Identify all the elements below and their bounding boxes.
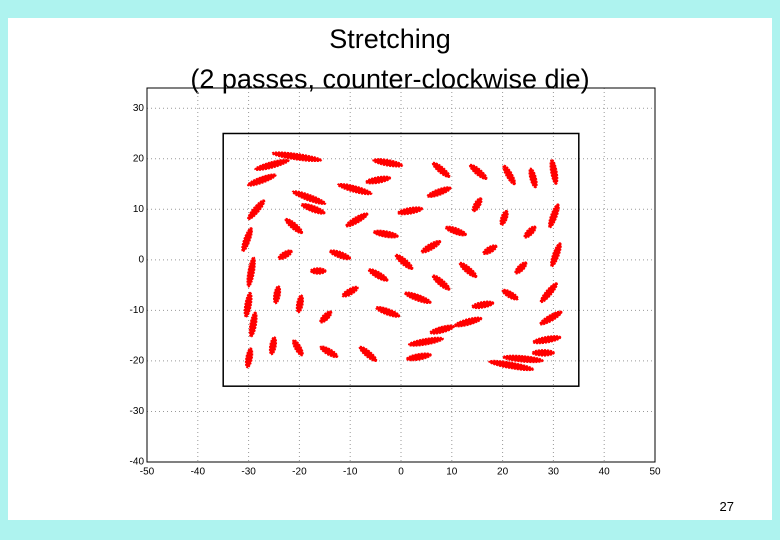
strain-ellipse — [501, 288, 519, 301]
strain-ellipse — [372, 158, 404, 168]
x-tick-label: 10 — [446, 467, 458, 478]
title-band — [150, 20, 650, 98]
strain-ellipse — [284, 217, 304, 235]
strain-ellipse — [341, 285, 359, 298]
strain-ellipse — [246, 256, 256, 288]
y-tick-label: -20 — [130, 356, 145, 367]
strain-ellipse — [539, 282, 558, 304]
title-line: (2 passes, counter-clockwise die) — [190, 64, 589, 94]
strain-ellipse — [365, 175, 392, 185]
strain-ellipse — [550, 242, 562, 268]
strain-ellipse — [328, 249, 352, 261]
strain-ellipse — [319, 345, 339, 359]
y-tick-label: 0 — [138, 254, 144, 265]
y-tick-label: -40 — [130, 457, 145, 468]
strain-ellipse — [488, 359, 535, 372]
x-tick-label: -10 — [343, 467, 358, 478]
strain-ellipse — [471, 300, 495, 310]
slide — [8, 18, 772, 520]
strain-ellipse — [431, 161, 451, 179]
page-number: 27 — [720, 499, 734, 514]
strain-ellipse — [375, 306, 401, 318]
strain-ellipse — [471, 197, 483, 213]
plot-frame — [146, 87, 656, 463]
y-tick-label: -10 — [130, 305, 145, 316]
strain-ellipse — [528, 167, 538, 189]
strain-ellipse — [358, 345, 378, 362]
strain-ellipse — [426, 186, 452, 198]
strain-ellipse — [345, 212, 369, 228]
strain-ellipse — [243, 291, 253, 318]
strain-ellipse — [407, 336, 444, 347]
strain-ellipse — [403, 291, 432, 305]
strain-ellipse — [268, 336, 278, 356]
y-tick-label: 30 — [133, 103, 145, 114]
strain-ellipse — [444, 225, 467, 237]
strain-ellipse — [532, 335, 562, 345]
strain-ellipse — [291, 339, 304, 357]
strain-ellipse — [397, 206, 424, 216]
x-tick-label: -50 — [140, 467, 155, 478]
x-tick-label: 0 — [398, 467, 404, 478]
strain-ellipse — [271, 151, 323, 163]
strain-ellipse — [241, 227, 253, 253]
x-tick-label: 40 — [599, 467, 611, 478]
strain-ellipse — [549, 158, 559, 185]
title-line: Stretching — [329, 24, 451, 54]
strain-ellipse — [548, 203, 560, 229]
strain-ellipse — [291, 190, 327, 206]
strain-ellipse — [482, 244, 498, 256]
y-tick-label: -30 — [130, 406, 145, 417]
strain-ellipse — [502, 164, 517, 186]
strain-ellipse — [272, 285, 282, 305]
strain-ellipse — [254, 158, 290, 171]
strain-ellipse — [247, 199, 266, 221]
x-tick-label: 50 — [649, 467, 661, 478]
x-tick-label: -30 — [241, 467, 256, 478]
strain-ellipse — [502, 354, 544, 364]
strain-ellipse — [499, 209, 509, 226]
x-tick-label: -20 — [292, 467, 307, 478]
strain-ellipse — [337, 182, 373, 196]
strain-ellipse — [453, 316, 483, 328]
strain-ellipse — [300, 202, 326, 215]
strain-ellipse — [277, 249, 293, 261]
strain-ellipse — [405, 352, 432, 362]
strain-ellipse — [531, 349, 555, 357]
x-tick-label: -40 — [191, 467, 206, 478]
strain-ellipse — [244, 347, 254, 369]
strain-ellipse — [246, 173, 277, 187]
strain-ellipse — [431, 274, 451, 291]
strain-ellipse — [319, 310, 333, 324]
strain-ellipse — [458, 261, 478, 279]
strain-ellipse — [309, 267, 327, 275]
y-tick-label: 20 — [133, 153, 145, 164]
strain-ellipse — [539, 310, 563, 326]
strain-ellipse — [394, 253, 414, 270]
strain-ellipse — [468, 163, 488, 181]
y-tick-label: 10 — [133, 204, 145, 215]
strain-ellipse — [295, 294, 304, 314]
strain-ellipse — [523, 225, 537, 239]
die-outline — [222, 132, 580, 387]
plot: -50 -40 -30 -20 -10 0 10 20 30 40 50-40-30-20-1001… — [130, 87, 661, 478]
strain-ellipse — [248, 311, 258, 338]
strain-ellipse — [514, 261, 528, 275]
strain-ellipse — [367, 268, 389, 282]
x-tick-label: 20 — [497, 467, 509, 478]
strain-ellipse — [420, 239, 442, 254]
strain-ellipse — [429, 324, 455, 335]
x-tick-label: 30 — [548, 467, 560, 478]
strain-ellipse — [372, 229, 399, 239]
